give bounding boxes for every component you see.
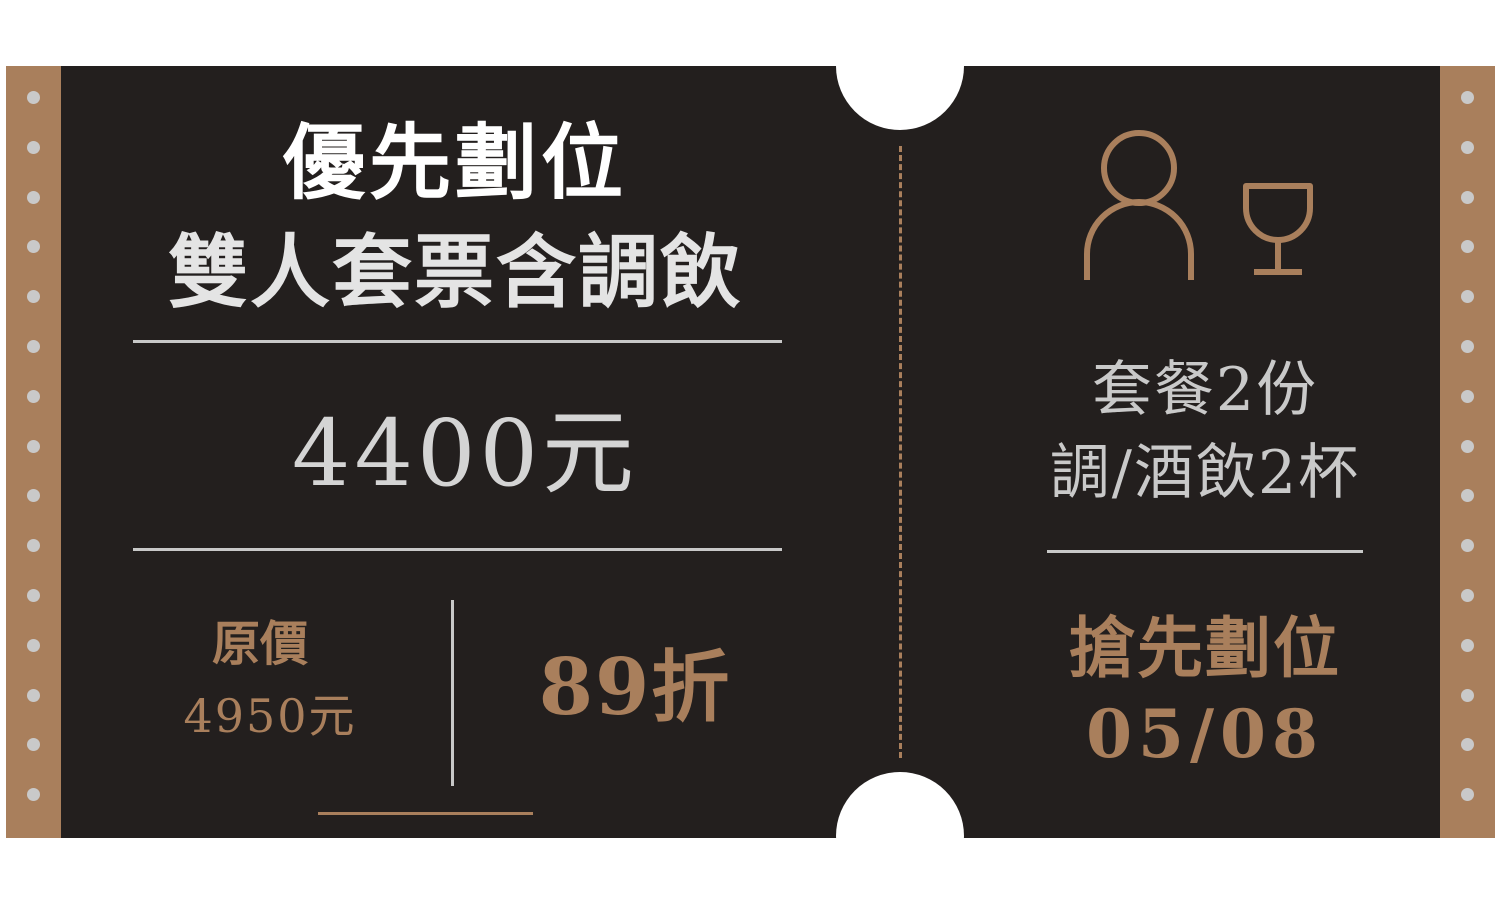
perforation-dot (27, 91, 40, 104)
perforation-dot (1461, 290, 1474, 304)
perforation-dot (27, 439, 40, 453)
stub-cta: 搶先劃位 (1069, 609, 1341, 687)
perforation-dot (27, 738, 40, 752)
perforation-dot (1461, 140, 1474, 154)
perforation-dot (27, 688, 40, 702)
perforation-dot (1461, 340, 1474, 353)
perforation-dot (1461, 489, 1474, 503)
ticket-title-line1: 優先劃位 (282, 115, 627, 211)
perforation-dot (1461, 91, 1474, 104)
divider-middle (133, 548, 782, 551)
perforation-dot (1461, 539, 1474, 553)
perforation-dot (1461, 439, 1474, 453)
perforation-dot (27, 340, 40, 353)
perforation-dot (1461, 190, 1474, 204)
perforation-dot (1461, 788, 1474, 802)
perforation-dot (1461, 638, 1474, 652)
perforation-dot (1461, 688, 1474, 702)
perforation-dot (1461, 240, 1474, 254)
perforation-dot (27, 589, 40, 602)
perforation-dot (27, 638, 40, 652)
discount-badge: 89折 (538, 642, 732, 733)
perforation-dot (27, 489, 40, 503)
right-perforation-strip (1440, 66, 1495, 838)
ticket-notch-top (836, 2, 964, 130)
perforation-dot (27, 140, 40, 154)
perforation-dot (1461, 738, 1474, 752)
original-price-value: 4950元 (183, 689, 357, 743)
divider-bottom-accent (318, 812, 533, 815)
perforation-dot (27, 389, 40, 403)
divider-vertical (451, 600, 454, 786)
stub-date: 05/08 (1086, 695, 1324, 773)
stub-drinks: 調/酒飲2杯 (1049, 438, 1361, 508)
left-perforation-strip (6, 66, 61, 838)
perforation-dot (27, 240, 40, 254)
perforation-dot (27, 190, 40, 204)
perforation-dot (27, 290, 40, 304)
person-icon (1084, 130, 1194, 280)
perforation-dot (1461, 589, 1474, 602)
ticket-price: 4400元 (291, 400, 639, 507)
wine-glass-icon (1243, 183, 1313, 275)
tear-line (899, 146, 902, 758)
stub-divider (1047, 550, 1363, 553)
original-price-label: 原價 (211, 616, 308, 672)
perforation-dot (1461, 389, 1474, 403)
stub-set-meal: 套餐2份 (1091, 355, 1319, 425)
divider-top (133, 340, 782, 343)
perforation-dot (27, 539, 40, 553)
ticket-body (61, 66, 1440, 838)
ticket-notch-bottom (836, 772, 964, 900)
perforation-dot (27, 788, 40, 802)
ticket-title-line2: 雙人套票含調飲 (168, 225, 742, 319)
